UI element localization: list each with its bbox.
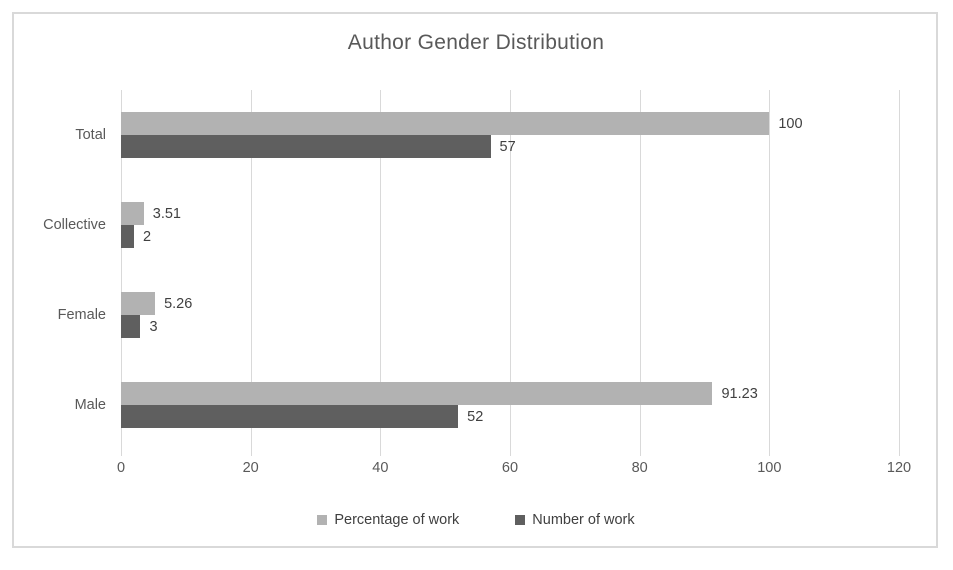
gridline-80	[639, 90, 641, 450]
tick-mark-0	[121, 450, 122, 456]
number-of-work-bar	[121, 315, 141, 338]
category-label: Female	[57, 307, 106, 323]
number-of-work-bar	[121, 405, 459, 428]
x-tick-label: 40	[372, 460, 389, 476]
legend-item: Percentage of work	[317, 512, 459, 528]
data-label: 52	[467, 408, 484, 425]
gridline-20	[250, 90, 252, 450]
x-tick-label: 120	[886, 460, 912, 476]
tick-mark-60	[510, 450, 511, 456]
gridline-40	[380, 90, 382, 450]
percentage-of-work-bar	[121, 112, 770, 135]
tick-mark-120	[899, 450, 900, 456]
category-label: Total	[75, 127, 106, 143]
data-label: 57	[499, 138, 516, 155]
legend-item: Number of work	[515, 512, 635, 528]
percentage-of-work-bar	[121, 202, 144, 225]
category-label: Male	[74, 397, 106, 413]
data-label: 2	[142, 228, 152, 245]
legend-label: Number of work	[532, 512, 635, 528]
tick-mark-40	[380, 450, 382, 456]
gridline-0	[121, 90, 122, 450]
plot-area: 0 20 40 60 80 100 120 Total 100 57 Collective 3.51 2…	[43, 90, 911, 476]
legend-swatch	[317, 515, 328, 525]
chart-title: Author Gender Distribution	[347, 31, 605, 54]
number-of-work-bar	[121, 135, 491, 158]
category-label: Collective	[43, 217, 106, 233]
legend-label: Percentage of work	[334, 512, 460, 528]
data-label: 3	[149, 318, 158, 335]
data-label: 3.51	[152, 205, 181, 222]
gridline-120	[899, 90, 900, 450]
gridline-100	[769, 90, 771, 450]
chart-frame	[12, 12, 938, 548]
tick-mark-80	[639, 450, 641, 456]
data-label: 91.23	[721, 385, 758, 402]
x-tick-label: 100	[757, 460, 782, 476]
x-tick-label: 60	[501, 460, 519, 476]
tick-mark-100	[769, 450, 771, 456]
percentage-of-work-bar	[121, 292, 156, 315]
x-tick-label: 80	[631, 460, 648, 476]
data-label: 100	[778, 115, 803, 132]
gridline-60	[510, 90, 511, 450]
legend: Percentage of work Number of work	[12, 512, 940, 528]
percentage-of-work-bar	[121, 382, 713, 405]
legend-swatch	[515, 515, 526, 525]
number-of-work-bar	[121, 225, 134, 248]
x-tick-label: 0	[116, 460, 126, 476]
data-label: 5.26	[164, 295, 193, 312]
tick-mark-20	[250, 450, 252, 456]
x-tick-label: 20	[242, 460, 259, 476]
